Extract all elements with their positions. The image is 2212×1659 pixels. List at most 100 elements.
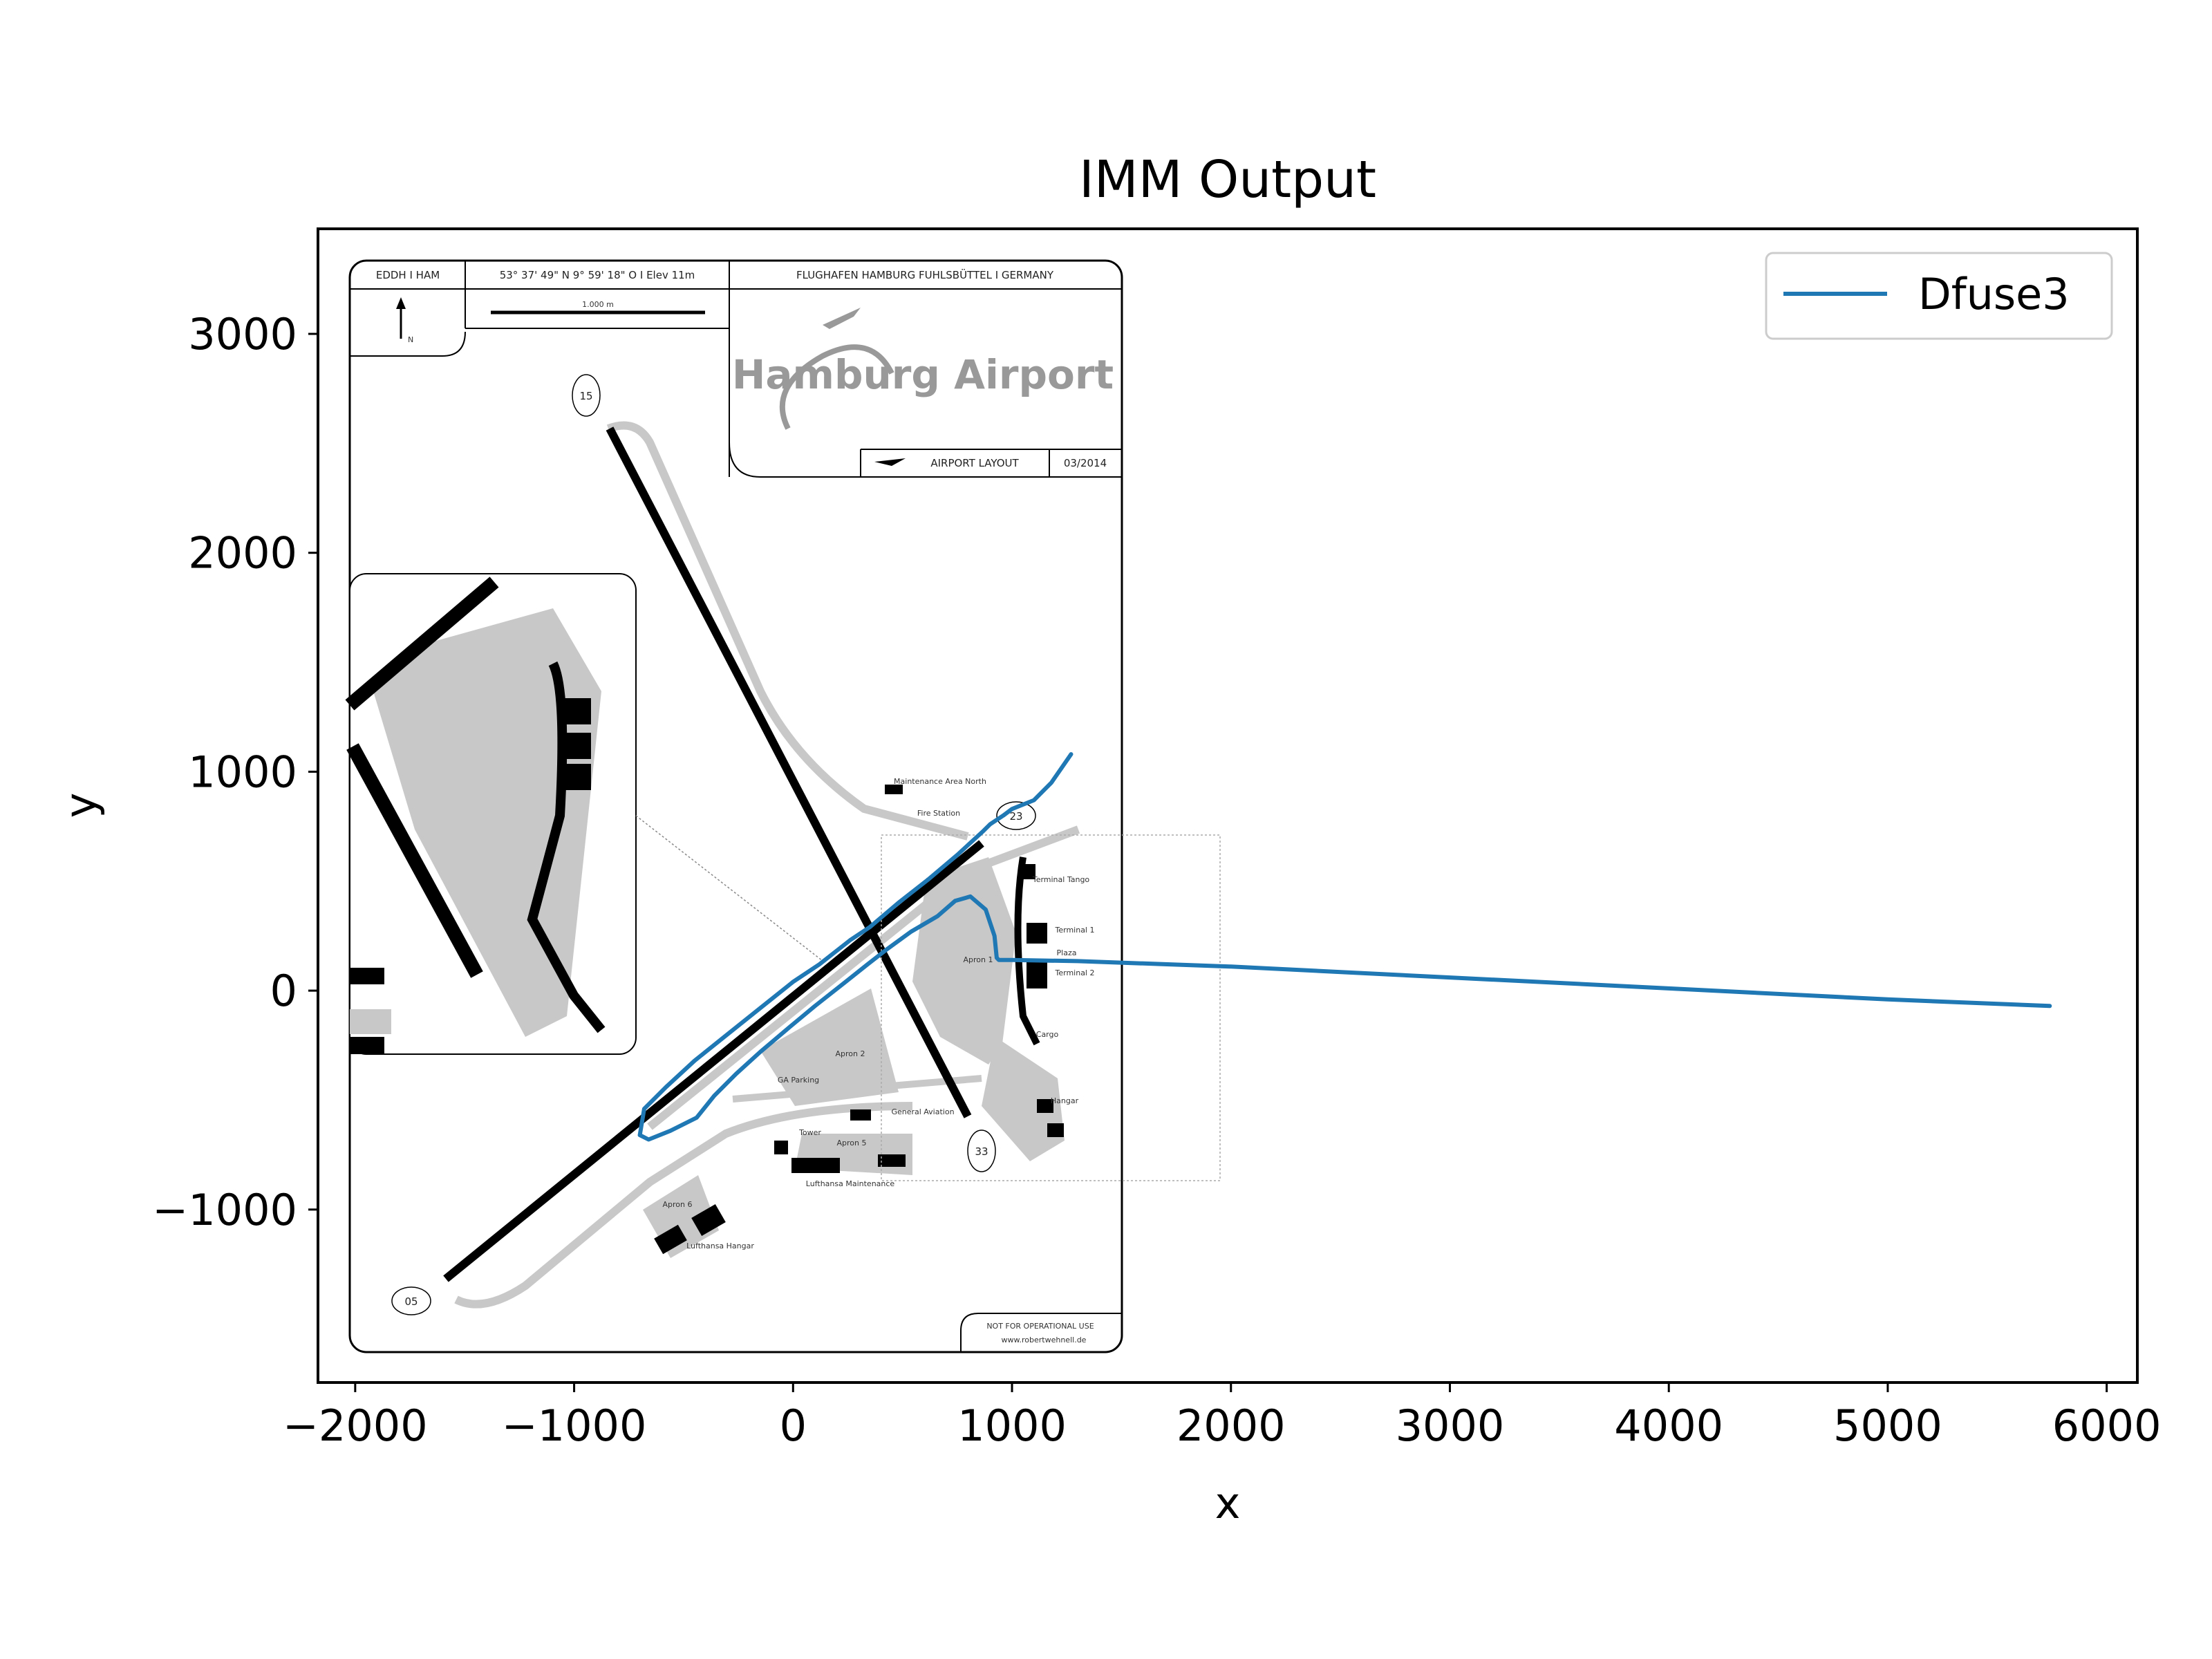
series-line-dfuse3 [637, 752, 2052, 1142]
ga-parking-label: GA Parking [778, 1076, 819, 1085]
terminal-2-label: Terminal 2 [1055, 968, 1095, 977]
apron-1-label: Apron 1 [964, 955, 993, 964]
apron-2-label: Apron 2 [836, 1049, 865, 1058]
x-tick-label: −2000 [283, 1400, 428, 1451]
x-tick-label: 4000 [1614, 1400, 1723, 1451]
lufthansa-hangar-building [654, 1224, 687, 1255]
terminal-1-label: Terminal 1 [1055, 926, 1095, 935]
airport-logo-swoosh-icon [779, 344, 894, 430]
series-layer [637, 752, 2052, 1142]
legend-label-dfuse3: Dfuse3 [1918, 269, 2070, 319]
x-tick-label: 2000 [1177, 1400, 1286, 1451]
apron-1-south-area [982, 1037, 1065, 1161]
hangar-building [1047, 1123, 1064, 1137]
airplane-icon [874, 458, 906, 466]
x-tick-label: −1000 [502, 1400, 647, 1451]
x-tick-label: 1000 [957, 1400, 1067, 1451]
tower-label: Tower [798, 1128, 821, 1137]
inset-apron-area [350, 1009, 391, 1034]
x-tick-label: 0 [780, 1400, 807, 1451]
runway-05-23 [443, 840, 984, 1282]
runway-end-marker [967, 1130, 996, 1172]
map-north-label: N [408, 335, 413, 344]
lufthansa-hangar-label: Lufthansa Hangar [686, 1241, 754, 1250]
tower-building [774, 1141, 788, 1154]
hangar-building [1037, 1099, 1053, 1113]
y-tick-label: 3000 [188, 309, 297, 359]
runway-05-label: 05 [404, 1295, 418, 1308]
x-axis-ticks: −2000 −1000 0 1000 2000 3000 4000 5000 6000 [283, 1382, 2162, 1451]
runway-23-label: 23 [1009, 810, 1022, 823]
terminal-1-building [1027, 923, 1047, 944]
map-header-code: EDDH I HAM [376, 269, 440, 281]
lufthansa-maintenance-building [878, 1154, 906, 1167]
apron-6-label: Apron 6 [663, 1200, 693, 1209]
apron-2-area [760, 988, 899, 1106]
general-aviation-building [850, 1109, 871, 1121]
map-footer-box [960, 1313, 1122, 1352]
y-tick-label: 2000 [188, 528, 297, 579]
not-operational-label: NOT FOR OPERATIONAL USE [986, 1322, 1094, 1331]
runway-end-marker [996, 801, 1036, 830]
map-detail-outline [881, 834, 1221, 1181]
y-tick-label: −1000 [152, 1185, 297, 1235]
maintenance-north-label: Maintenance Area North [894, 777, 986, 786]
map-layout-date: 03/2014 [1064, 457, 1107, 469]
y-axis-ticks: −1000 0 1000 2000 3000 [152, 309, 318, 1235]
map-north-box [350, 331, 466, 357]
airplane-logo-icon [823, 308, 861, 329]
inset-building [563, 733, 591, 759]
runway-end-marker [391, 1286, 431, 1315]
apron-5-label: Apron 5 [837, 1138, 867, 1147]
terminal-pier [1014, 856, 1040, 1046]
inset-building [350, 1037, 384, 1054]
inset-building [563, 764, 591, 790]
x-tick-label: 3000 [1396, 1400, 1505, 1451]
general-aviation-label: General Aviation [891, 1107, 954, 1116]
legend: Dfuse3 [1765, 252, 2113, 340]
inset-building [350, 968, 384, 984]
inset-building [563, 698, 591, 724]
website-label: www.robertwehnell.de [1002, 1335, 1087, 1344]
map-header-coords: 53° 37' 49" N 9° 59' 18" O I Elev 11m [500, 269, 695, 281]
terminal-2-building [1027, 961, 1047, 988]
runway-15-label: 15 [579, 390, 592, 402]
taxiway-path [606, 421, 969, 841]
runway-end-marker [572, 374, 601, 417]
runway-33-label: 33 [975, 1145, 988, 1158]
lufthansa-maintenance-label: Lufthansa Maintenance [806, 1179, 895, 1188]
y-tick-label: 0 [270, 966, 297, 1016]
x-tick-label: 5000 [1833, 1400, 1942, 1451]
taxiway-path [454, 1102, 913, 1309]
axes-frame [317, 227, 2139, 1384]
x-tick-label: 6000 [2052, 1400, 2162, 1451]
y-tick-label: 1000 [188, 747, 297, 797]
map-header-name: FLUGHAFEN HAMBURG FUHLSBÜTTEL I GERMANY [796, 268, 1054, 281]
lufthansa-hangar-building [691, 1204, 726, 1236]
apron-1-area [912, 857, 1016, 1065]
inset-terminal-edge [527, 661, 606, 1033]
map-layout-label: AIRPORT LAYOUT [930, 457, 1019, 469]
plaza-label: Plaza [1057, 948, 1077, 957]
chart-title: IMM Output [1079, 150, 1376, 209]
inset-apron-area [373, 608, 601, 1037]
fire-station-label: Fire Station [917, 809, 960, 818]
maintenance-building [885, 785, 903, 794]
x-axis-label: x [1215, 1478, 1241, 1528]
lufthansa-maintenance-building [791, 1158, 840, 1173]
runway-15-33 [606, 427, 972, 1118]
inset-runway [345, 577, 499, 711]
terminal-tango-building [1023, 864, 1035, 879]
map-brand: Hamburg Airport [732, 351, 1114, 398]
inset-runway [346, 743, 483, 978]
hangar-label: Hangar [1051, 1096, 1079, 1105]
legend-box [1765, 252, 2113, 340]
y-axis-label: y [55, 793, 106, 818]
airport-map-image: EDDH I HAM 53° 37' 49" N 9° 59' 18" O I … [345, 259, 1221, 1353]
terminal-tango-label: Terminal Tango [1032, 875, 1090, 884]
map-brand-box [729, 442, 1122, 478]
north-arrow-icon [396, 297, 406, 309]
map-scale-label: 1.000 m [582, 300, 614, 309]
cargo-label: Cargo [1036, 1030, 1059, 1039]
